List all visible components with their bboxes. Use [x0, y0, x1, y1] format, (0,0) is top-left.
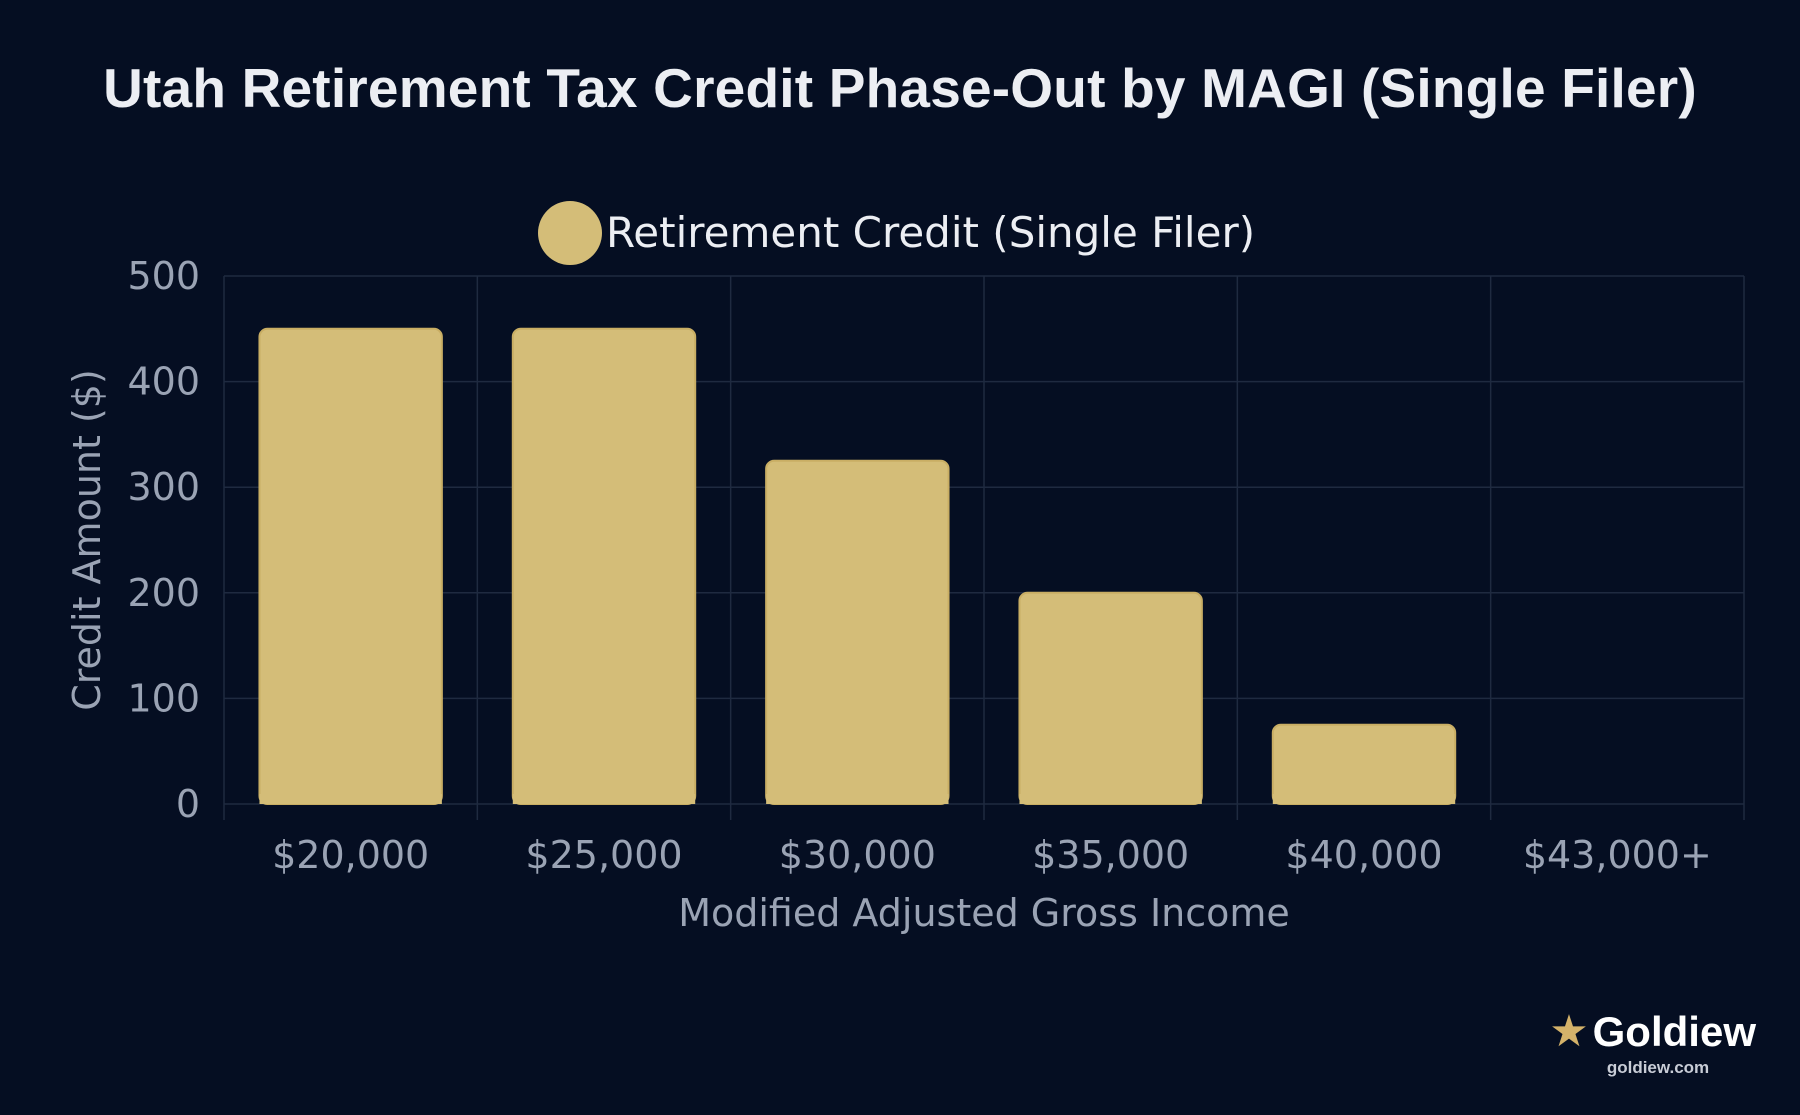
bar-2	[511, 327, 697, 805]
y-tick-label: 100	[127, 676, 200, 720]
legend-swatch	[538, 201, 602, 265]
bars	[258, 327, 1457, 805]
x-axis-title: Modified Adjusted Gross Income	[678, 891, 1290, 935]
bar-base-4	[1019, 794, 1202, 804]
star-icon: ★	[1549, 1006, 1589, 1057]
x-tick-label: $40,000	[1285, 833, 1442, 877]
x-tick-label: $35,000	[1032, 833, 1189, 877]
legend-label: Retirement Credit (Single Filer)	[606, 208, 1255, 257]
bar-4	[1018, 591, 1203, 805]
bar-base-1	[259, 794, 442, 804]
bar-5	[1271, 723, 1457, 805]
y-tick-label: 300	[127, 465, 200, 509]
x-tick-label: $30,000	[779, 833, 936, 877]
brand-url: goldiew.com	[1606, 1058, 1710, 1077]
bar-base-2	[512, 794, 696, 804]
bar-1	[258, 327, 443, 805]
y-tick-label: 200	[127, 571, 200, 615]
grid-lines	[223, 275, 1745, 820]
legend: Retirement Credit (Single Filer)	[538, 201, 1255, 265]
y-tick-label: 400	[127, 360, 200, 404]
chart-title: Utah Retirement Tax Credit Phase-Out by …	[103, 57, 1697, 119]
bar-3	[765, 459, 950, 805]
bar-base-5	[1272, 794, 1456, 804]
brand-name: Goldiew	[1592, 1008, 1756, 1055]
bar-base-3	[766, 794, 949, 804]
x-tick-label: $25,000	[525, 833, 682, 877]
x-tick-label: $43,000+	[1523, 833, 1712, 877]
y-tick-label: 0	[176, 782, 200, 826]
y-axis-title: Credit Amount ($)	[65, 369, 109, 711]
axes: 0 100 200 300 400 500 $20,000 $25,000 $30,000 $35…	[65, 254, 1712, 935]
brand-watermark: ★ Goldiew goldiew.com	[1516, 1010, 1756, 1078]
x-tick-label: $20,000	[272, 833, 429, 877]
y-tick-label: 500	[127, 254, 200, 298]
